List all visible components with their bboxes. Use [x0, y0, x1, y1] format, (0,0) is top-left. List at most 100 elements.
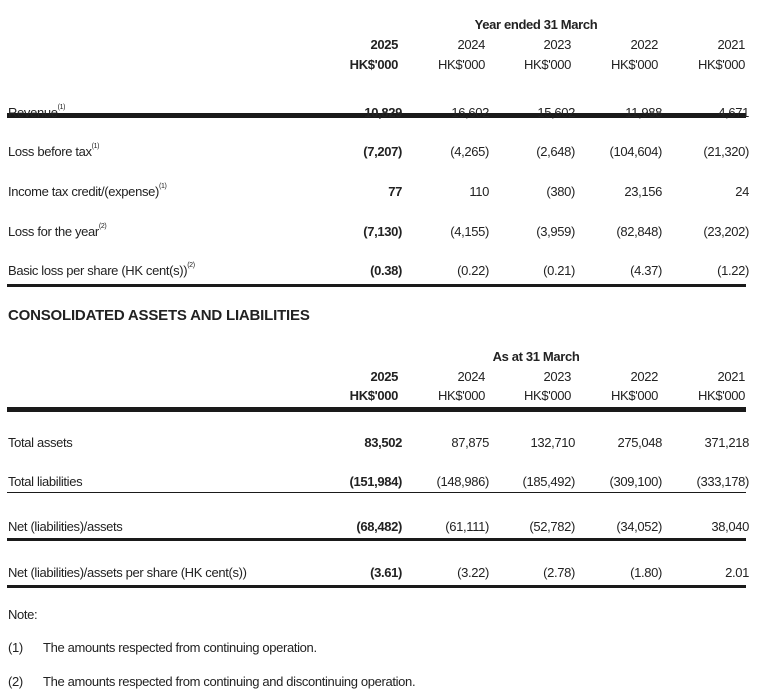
column-year: 2025 [370, 37, 398, 52]
cell-value: (7,130) [363, 224, 402, 239]
cell-value: (2.78) [543, 565, 575, 580]
note-marker: (1) [8, 640, 23, 655]
cell-value: 16,602 [451, 105, 489, 120]
cell-value: (68,482) [356, 519, 402, 534]
row-label-text: Loss before tax [8, 144, 92, 159]
row-label: Total assets [8, 435, 73, 450]
column-unit: HK$'000 [523, 388, 571, 403]
cell-value: (148,986) [436, 474, 490, 489]
cell-value: 275,048 [617, 435, 662, 450]
footnote-ref: (1) [91, 143, 100, 150]
cell-value: (104,604) [609, 144, 663, 159]
cell-value: (3,959) [536, 224, 575, 239]
note-text: The amounts respected from continuing an… [43, 674, 416, 689]
cell-value: (2,648) [536, 144, 575, 159]
row-label-text: Basic loss per share (HK cent(s)) [8, 263, 188, 278]
column-year: 2023 [543, 37, 571, 52]
cell-value: 11,988 [625, 105, 662, 120]
cell-value: 371,218 [704, 435, 749, 450]
income_table-group-header: Year ended 31 March [474, 17, 598, 32]
header-rule [7, 407, 746, 412]
note-heading: Note: [8, 607, 38, 622]
table-row: Revenue(1) 10,829 16,602 15,602 11,988 4,671 [0, 104, 781, 121]
column-unit: HK$'000 [349, 388, 399, 403]
cell-value: (82,848) [616, 224, 662, 239]
row-label-text: Total assets [8, 435, 73, 450]
cell-value: (0.21) [543, 263, 575, 278]
header-rule [7, 113, 746, 118]
cell-value: 110 [469, 184, 489, 199]
table-row: Total liabilities (151,984) (148,986) (185,… [0, 474, 781, 490]
cell-value: (0.22) [457, 263, 489, 278]
row-rule [7, 284, 746, 287]
cell-value: 87,875 [451, 435, 489, 450]
row-label-text: Net (liabilities)/assets per share (HK c… [8, 565, 247, 580]
footnote-ref: (1) [57, 104, 66, 111]
row-label: Total liabilities [8, 474, 83, 489]
row-label-text: Income tax credit/(expense) [8, 184, 159, 199]
column-year: 2021 [717, 37, 745, 52]
row-label: Net (liabilities)/assets [8, 519, 123, 534]
cell-value: (1.80) [630, 565, 662, 580]
column-unit: HK$'000 [437, 57, 485, 72]
cell-value: 132,710 [530, 435, 575, 450]
cell-value: (0.38) [370, 263, 402, 278]
cell-value: 4,671 [718, 105, 749, 120]
cell-value: (3.61) [370, 565, 402, 580]
row-label-text: Revenue [8, 105, 58, 120]
cell-value: 24 [735, 184, 749, 199]
cell-value: 23,156 [624, 184, 662, 199]
row-label: Basic loss per share (HK cent(s))(2) [8, 262, 195, 278]
cell-value: (1.22) [717, 263, 749, 278]
assets_table-group-header: As at 31 March [492, 349, 580, 364]
cell-value: 38,040 [711, 519, 749, 534]
column-year: 2022 [630, 369, 658, 384]
note-marker: (2) [8, 674, 23, 689]
column-unit: HK$'000 [697, 388, 745, 403]
cell-value: 77 [388, 184, 402, 199]
column-unit: HK$'000 [349, 57, 399, 72]
cell-value: (21,320) [703, 144, 749, 159]
cell-value: 10,829 [364, 105, 402, 120]
row-label: Revenue(1) [8, 104, 66, 120]
cell-value: (185,492) [522, 474, 576, 489]
cell-value: (309,100) [609, 474, 663, 489]
table-row: Loss for the year(2) (7,130) (4,155) (3,959… [0, 223, 781, 240]
row-rule [7, 538, 746, 541]
cell-value: (52,782) [529, 519, 575, 534]
column-unit: HK$'000 [610, 57, 658, 72]
table-row: Net (liabilities)/assets (68,482) (61,111)… [0, 519, 781, 535]
cell-value: (23,202) [703, 224, 749, 239]
column-year: 2025 [370, 369, 398, 384]
row-label: Income tax credit/(expense)(1) [8, 183, 167, 199]
cell-value: (151,984) [349, 474, 403, 489]
footnote-ref: (1) [158, 183, 167, 190]
column-year: 2024 [457, 369, 485, 384]
cell-value: (3.22) [457, 565, 489, 580]
cell-value: (34,052) [616, 519, 662, 534]
cell-value: 15,602 [537, 105, 575, 120]
cell-value: (4,265) [450, 144, 489, 159]
section-title: CONSOLIDATED ASSETS AND LIABILITIES [8, 307, 310, 324]
cell-value: (333,178) [696, 474, 750, 489]
row-label-text: Net (liabilities)/assets [8, 519, 123, 534]
table-row: Loss before tax(1) (7,207) (4,265) (2,648) (… [0, 143, 781, 160]
row-rule [7, 492, 746, 493]
column-year: 2023 [543, 369, 571, 384]
cell-value: (4,155) [450, 224, 489, 239]
cell-value: (380) [546, 184, 575, 199]
column-year: 2022 [630, 37, 658, 52]
row-rule [7, 585, 746, 588]
cell-value: 2.01 [725, 565, 749, 580]
cell-value: (7,207) [363, 144, 402, 159]
table-row: Basic loss per share (HK cent(s))(2) (0.3… [0, 262, 781, 279]
note-text: The amounts respected from continuing op… [43, 640, 317, 655]
row-label: Loss for the year(2) [8, 223, 107, 239]
column-unit: HK$'000 [437, 388, 485, 403]
table-row: Income tax credit/(expense)(1) 77 110 (380)… [0, 183, 781, 200]
cell-value: (4.37) [630, 263, 662, 278]
cell-value: 83,502 [364, 435, 402, 450]
footnote-ref: (2) [187, 262, 195, 269]
column-unit: HK$'000 [697, 57, 745, 72]
cell-value: (61,111) [445, 519, 489, 534]
